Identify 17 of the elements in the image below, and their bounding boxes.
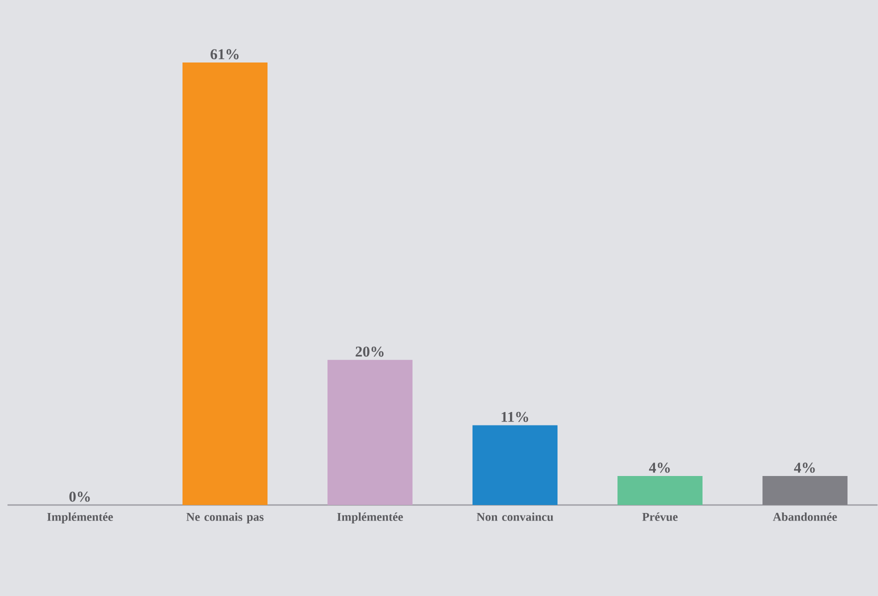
bar xyxy=(762,476,848,505)
data-label: 20% xyxy=(356,346,384,357)
data-label: 4% xyxy=(649,462,670,473)
data-label: 0% xyxy=(69,492,90,502)
x-tick-label: Prévue xyxy=(642,512,678,521)
data-label: 61% xyxy=(210,49,239,60)
data-label: 4% xyxy=(794,462,815,473)
x-tick-label: Non convaincu xyxy=(476,512,554,521)
x-tick-label: Implémentée xyxy=(337,512,403,524)
x-tick-label: Abandonnée xyxy=(772,512,837,521)
bar xyxy=(618,476,703,505)
bar xyxy=(182,62,268,505)
bar xyxy=(472,425,558,505)
x-tick-label: Implémentée xyxy=(47,512,113,524)
bar xyxy=(328,360,413,505)
data-label: 11% xyxy=(502,412,528,422)
x-tick-label: Ne connais pas xyxy=(186,512,264,524)
